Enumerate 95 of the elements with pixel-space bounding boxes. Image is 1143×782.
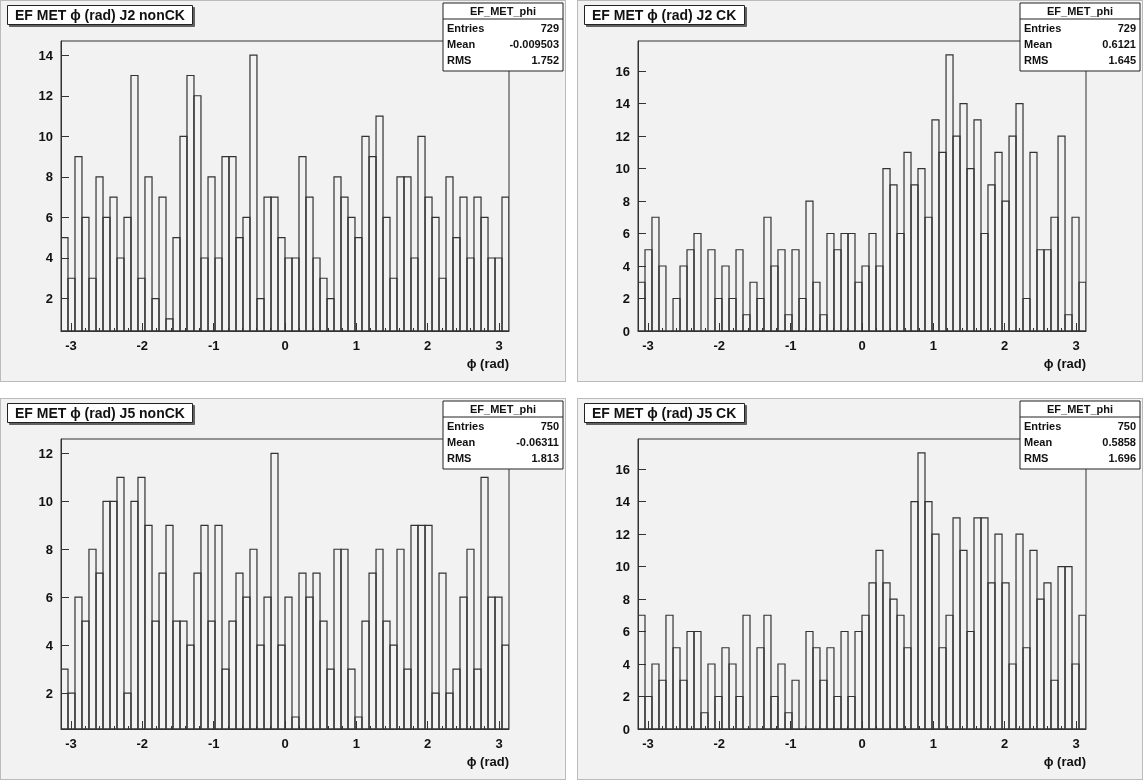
text: Entries	[1024, 21, 1062, 34]
y-tick-label: 6	[45, 589, 53, 605]
x-tick-label: -2	[713, 736, 726, 751]
y-tick-label: 14	[615, 494, 631, 510]
y-tick-label: 4	[45, 250, 54, 266]
x-tick-label: 2	[1001, 736, 1009, 751]
x-tick-label: 2	[1001, 338, 1009, 353]
chart-title: EF MET ϕ (rad) J5 CK	[592, 405, 737, 421]
chart-title: EF MET ϕ (rad) J5 nonCK	[15, 405, 185, 421]
text: Entries	[447, 21, 485, 34]
x-axis-title: ϕ (rad)	[466, 754, 509, 769]
x-tick-label: 3	[495, 736, 503, 751]
x-tick-label: 0	[858, 736, 866, 751]
y-tick-label: 12	[38, 445, 53, 461]
x-tick-label: -1	[207, 736, 220, 751]
x-tick-label: -3	[65, 338, 77, 353]
text: Entries	[447, 419, 485, 432]
x-tick-label: 0	[281, 736, 289, 751]
annotation: RMS	[1024, 53, 1049, 66]
text: -0.009503	[509, 37, 559, 50]
x-tick-label: -1	[784, 338, 797, 353]
x-tick-label: -1	[207, 338, 220, 353]
y-tick-label: 6	[45, 209, 53, 225]
x-tick-label: -3	[642, 736, 654, 751]
text: 1.645	[1108, 53, 1136, 66]
y-tick-label: 4	[622, 656, 631, 672]
x-axis-title: ϕ (rad)	[1043, 356, 1086, 371]
y-tick-label: 2	[45, 291, 53, 307]
x-tick-label: 1	[352, 736, 360, 751]
x-tick-label: -1	[784, 736, 797, 751]
text: 750	[540, 419, 559, 432]
y-tick-label: 0	[622, 323, 630, 339]
annotation: RMS	[447, 451, 472, 464]
chart-title: EF MET ϕ (rad) J2 CK	[592, 7, 737, 23]
x-tick-label: 2	[424, 736, 432, 751]
y-tick-label: 14	[615, 96, 631, 112]
text: EF_MET_phi	[469, 4, 537, 17]
y-tick-label: 8	[622, 193, 630, 209]
y-tick-label: 8	[622, 591, 630, 607]
y-tick-label: 12	[38, 88, 53, 104]
text: 1.696	[1108, 451, 1136, 464]
x-tick-label: 1	[352, 338, 360, 353]
y-tick-label: 16	[615, 461, 630, 477]
annotation: RMS	[447, 53, 472, 66]
y-tick-label: 4	[622, 258, 631, 274]
x-tick-label: 3	[1072, 338, 1080, 353]
text: EF_MET_phi	[1046, 402, 1114, 415]
x-tick-label: -3	[65, 736, 77, 751]
y-tick-label: 4	[45, 637, 54, 653]
x-tick-label: -2	[713, 338, 726, 353]
y-tick-label: 6	[622, 226, 630, 242]
y-tick-label: 2	[622, 689, 630, 705]
annotation: Mean	[1024, 37, 1053, 50]
annotation: Mean	[447, 435, 476, 448]
y-tick-label: 14	[38, 47, 54, 63]
y-tick-label: 12	[615, 128, 630, 144]
y-tick-label: 0	[622, 721, 630, 737]
x-tick-label: 0	[858, 338, 866, 353]
x-tick-label: 3	[495, 338, 503, 353]
x-tick-label: 1	[929, 736, 937, 751]
text: 0.5858	[1102, 435, 1136, 448]
x-tick-label: 0	[281, 338, 289, 353]
y-tick-label: 8	[45, 169, 53, 185]
y-tick-label: 12	[615, 526, 630, 542]
x-tick-label: -3	[642, 338, 654, 353]
text: 729	[540, 21, 559, 34]
y-tick-label: 8	[45, 541, 53, 557]
x-axis-title: ϕ (rad)	[1043, 754, 1086, 769]
x-tick-label: -2	[136, 736, 149, 751]
annotation: Mean	[447, 37, 476, 50]
x-tick-label: 2	[424, 338, 432, 353]
text: 729	[1117, 21, 1136, 34]
y-tick-label: 10	[38, 493, 53, 509]
y-tick-label: 6	[622, 624, 630, 640]
x-tick-label: 3	[1072, 736, 1080, 751]
y-tick-label: 10	[615, 559, 630, 575]
annotation: RMS	[1024, 451, 1049, 464]
chart-title: EF MET ϕ (rad) J2 nonCK	[15, 7, 185, 23]
text: 750	[1117, 419, 1136, 432]
text: Entries	[1024, 419, 1062, 432]
x-tick-label: -2	[136, 338, 149, 353]
y-tick-label: 10	[615, 161, 630, 177]
y-tick-label: 2	[622, 291, 630, 307]
y-tick-label: 10	[38, 128, 53, 144]
y-tick-label: 16	[615, 63, 630, 79]
x-tick-label: 1	[929, 338, 937, 353]
text: -0.06311	[516, 435, 559, 448]
text: EF_MET_phi	[469, 402, 537, 415]
text: 1.813	[531, 451, 559, 464]
annotation: Mean	[1024, 435, 1053, 448]
text: EF_MET_phi	[1046, 4, 1114, 17]
text: 1.752	[531, 53, 559, 66]
text: 0.6121	[1102, 37, 1136, 50]
y-tick-label: 2	[45, 685, 53, 701]
x-axis-title: ϕ (rad)	[466, 356, 509, 371]
